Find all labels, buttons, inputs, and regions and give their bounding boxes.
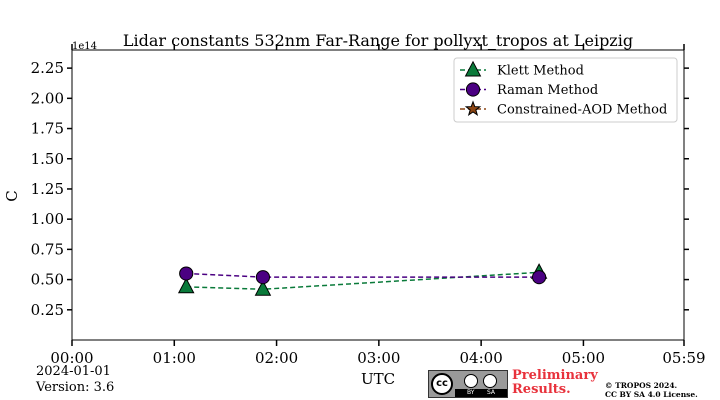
- legend-label-1: Raman Method: [497, 83, 598, 98]
- legend-label-0: Klett Method: [497, 64, 584, 79]
- x-tick-label-6: 05:59: [662, 349, 705, 367]
- x-tick-label-5: 05:00: [562, 349, 605, 367]
- x-axis-label: UTC: [361, 370, 395, 388]
- legend: Klett Method Raman Method Constrained-AOD …: [453, 57, 678, 123]
- y-tick-label-1: 0.50: [31, 271, 64, 289]
- cc-license-badge: cc BY SA: [428, 370, 508, 398]
- footer-date: 2024-01-01: [36, 364, 111, 379]
- series-1-point-2: [531, 270, 547, 285]
- series-layer: [177, 263, 548, 296]
- by-label: BY: [467, 389, 475, 396]
- preliminary-line2: Results.: [512, 382, 571, 397]
- attribution-icon: [464, 374, 478, 388]
- sa-label: SA: [487, 389, 496, 396]
- legend-box: [453, 57, 678, 123]
- y-tick-label-7: 2.00: [31, 89, 64, 107]
- copyright-line2: CC BY SA 4.0 License.: [605, 390, 698, 399]
- legend-marker-1: [465, 82, 481, 97]
- footer-version: Version: 3.6: [36, 380, 115, 395]
- copyright-notice: © TROPOS 2024. CC BY SA 4.0 License.: [605, 381, 698, 399]
- y-tick-label-0: 0.25: [31, 301, 64, 319]
- x-tick-label-4: 04:00: [460, 349, 503, 367]
- plot-area: [71, 49, 685, 341]
- y-tick-label-2: 0.75: [31, 240, 64, 258]
- x-tick-label-2: 02:00: [255, 349, 298, 367]
- chart-title: Lidar constants 532nm Far-Range for poll…: [123, 31, 633, 50]
- legend-marker-0: [464, 60, 482, 77]
- preliminary-line1: Preliminary: [512, 368, 598, 383]
- x-tick-label-3: 03:00: [357, 349, 400, 367]
- y-tick-label-4: 1.25: [31, 180, 64, 198]
- series-0-point-0: [177, 277, 195, 294]
- y-offset-label: 1e14: [72, 41, 97, 52]
- share-alike-icon: [483, 374, 497, 388]
- series-1-point-1: [255, 270, 271, 285]
- legend-label-2: Constrained-AOD Method: [497, 103, 667, 118]
- x-axis-ticks: 00:00 01:00 02:00 03:00 04:00 05:00 05:59: [50, 44, 706, 367]
- x-tick-label-1: 01:00: [153, 349, 196, 367]
- x-tick-label-0: 00:00: [50, 349, 93, 367]
- y-tick-label-3: 1.00: [31, 210, 64, 228]
- copyright-line1: © TROPOS 2024.: [605, 381, 678, 390]
- preliminary-notice: Preliminary Results.: [512, 369, 598, 397]
- license-strip: BY SA: [455, 389, 507, 397]
- legend-marker-2: [464, 100, 482, 116]
- y-tick-label-5: 1.50: [31, 150, 64, 168]
- series-1-point-0: [179, 266, 194, 281]
- y-tick-label-8: 2.25: [31, 59, 64, 77]
- cc-icon: cc: [431, 373, 453, 395]
- y-axis-label: C: [3, 190, 21, 201]
- y-axis-ticks: 0.25 0.50 0.75 1.00 1.25 1.50 1.75 2.00 2.25: [31, 59, 689, 319]
- series-line-0: [186, 271, 540, 291]
- series-0-point-1: [254, 279, 272, 296]
- y-tick-label-6: 1.75: [31, 120, 64, 138]
